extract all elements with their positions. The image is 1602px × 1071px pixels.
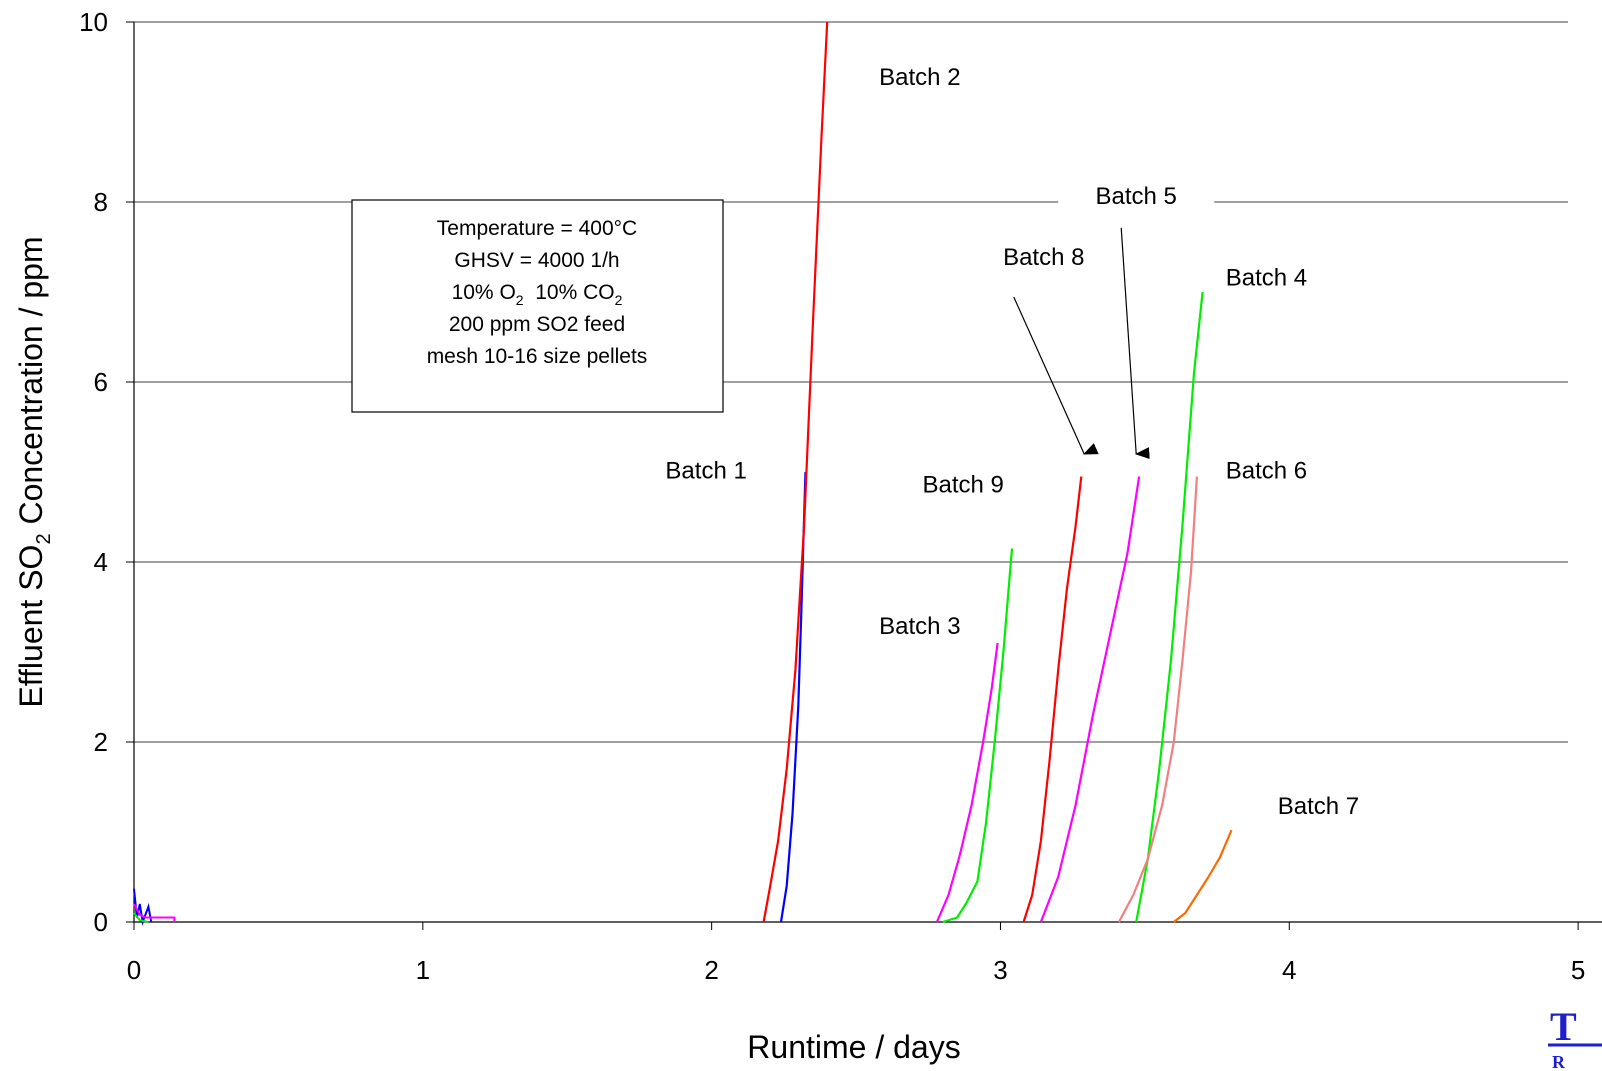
y-axis-title: Effluent SO2 Concentration / ppm xyxy=(13,236,55,707)
arrow-batch-5 xyxy=(1120,227,1150,460)
y-tick-label-8: 8 xyxy=(94,187,108,217)
conditions-feed: 200 ppm SO2 feed xyxy=(449,313,625,336)
series-line-batch-8 xyxy=(1022,476,1083,923)
conditions-gas: 10% O2 10% CO2 xyxy=(452,281,623,308)
label-batch-6: Batch 6 xyxy=(1226,457,1307,484)
logo: T R xyxy=(1548,1004,1602,1071)
x-tick-label-5: 5 xyxy=(1571,955,1585,985)
conditions-box: Temperature = 400°C GHSV = 4000 1/h 10% … xyxy=(351,199,724,413)
y-tick-label-10: 10 xyxy=(79,7,108,37)
conditions-box-frame xyxy=(351,199,724,413)
x-tick-label-0: 0 xyxy=(127,955,141,985)
series-line-batch-9 xyxy=(942,548,1014,924)
label-batch-7: Batch 7 xyxy=(1278,793,1359,820)
startup-trace-0 xyxy=(133,888,153,926)
x-tick-label-2: 2 xyxy=(704,955,718,985)
series-line-batch-7 xyxy=(1173,829,1233,923)
series-line-batch-2 xyxy=(762,21,829,923)
y-tick-label-2: 2 xyxy=(94,727,108,757)
x-tick-label-1: 1 xyxy=(416,955,430,985)
startup-trace-2 xyxy=(133,912,149,923)
conditions-ghsv: GHSV = 4000 1/h xyxy=(454,249,619,272)
logo-letter: T xyxy=(1550,1004,1577,1049)
conditions-temperature: Temperature = 400°C xyxy=(437,217,637,240)
x-axis-title: Runtime / days xyxy=(747,1029,960,1065)
label-batch-9: Batch 9 xyxy=(922,472,1003,499)
arrow-batch-8 xyxy=(1013,296,1099,455)
y-tick-label-6: 6 xyxy=(94,367,108,397)
x-tick-label-4: 4 xyxy=(1282,955,1296,985)
series-line-batch-3 xyxy=(935,642,999,923)
label-batch-8: Batch 8 xyxy=(1003,244,1084,271)
series-line-batch-6 xyxy=(1117,476,1198,923)
startup-trace-1 xyxy=(133,903,176,922)
series-labels: Batch 2 Batch 5 Batch 8 Batch 4 Batch 1 Batch… xyxy=(665,64,1359,820)
y-tick-label-0: 0 xyxy=(94,907,108,937)
series-group xyxy=(133,21,1233,926)
label-batch-1: Batch 1 xyxy=(665,457,746,484)
label-batch-2: Batch 2 xyxy=(879,64,960,91)
series-line-batch-4 xyxy=(1135,291,1204,923)
logo-sub: R xyxy=(1552,1052,1566,1071)
gridlines xyxy=(134,21,1568,743)
x-tick-label-3: 3 xyxy=(993,955,1007,985)
label-batch-5: Batch 5 xyxy=(1096,183,1177,210)
conditions-pellets: mesh 10-16 size pellets xyxy=(427,345,648,368)
label-batch-4: Batch 4 xyxy=(1226,265,1307,292)
y-tick-label-4: 4 xyxy=(94,547,108,577)
label-bg-batch-5 xyxy=(1058,177,1215,214)
label-batch-3: Batch 3 xyxy=(879,613,960,640)
series-line-batch-5 xyxy=(1039,476,1141,923)
axes: 0 2 4 6 8 10 0 1 2 3 4 5 xyxy=(79,7,1602,985)
